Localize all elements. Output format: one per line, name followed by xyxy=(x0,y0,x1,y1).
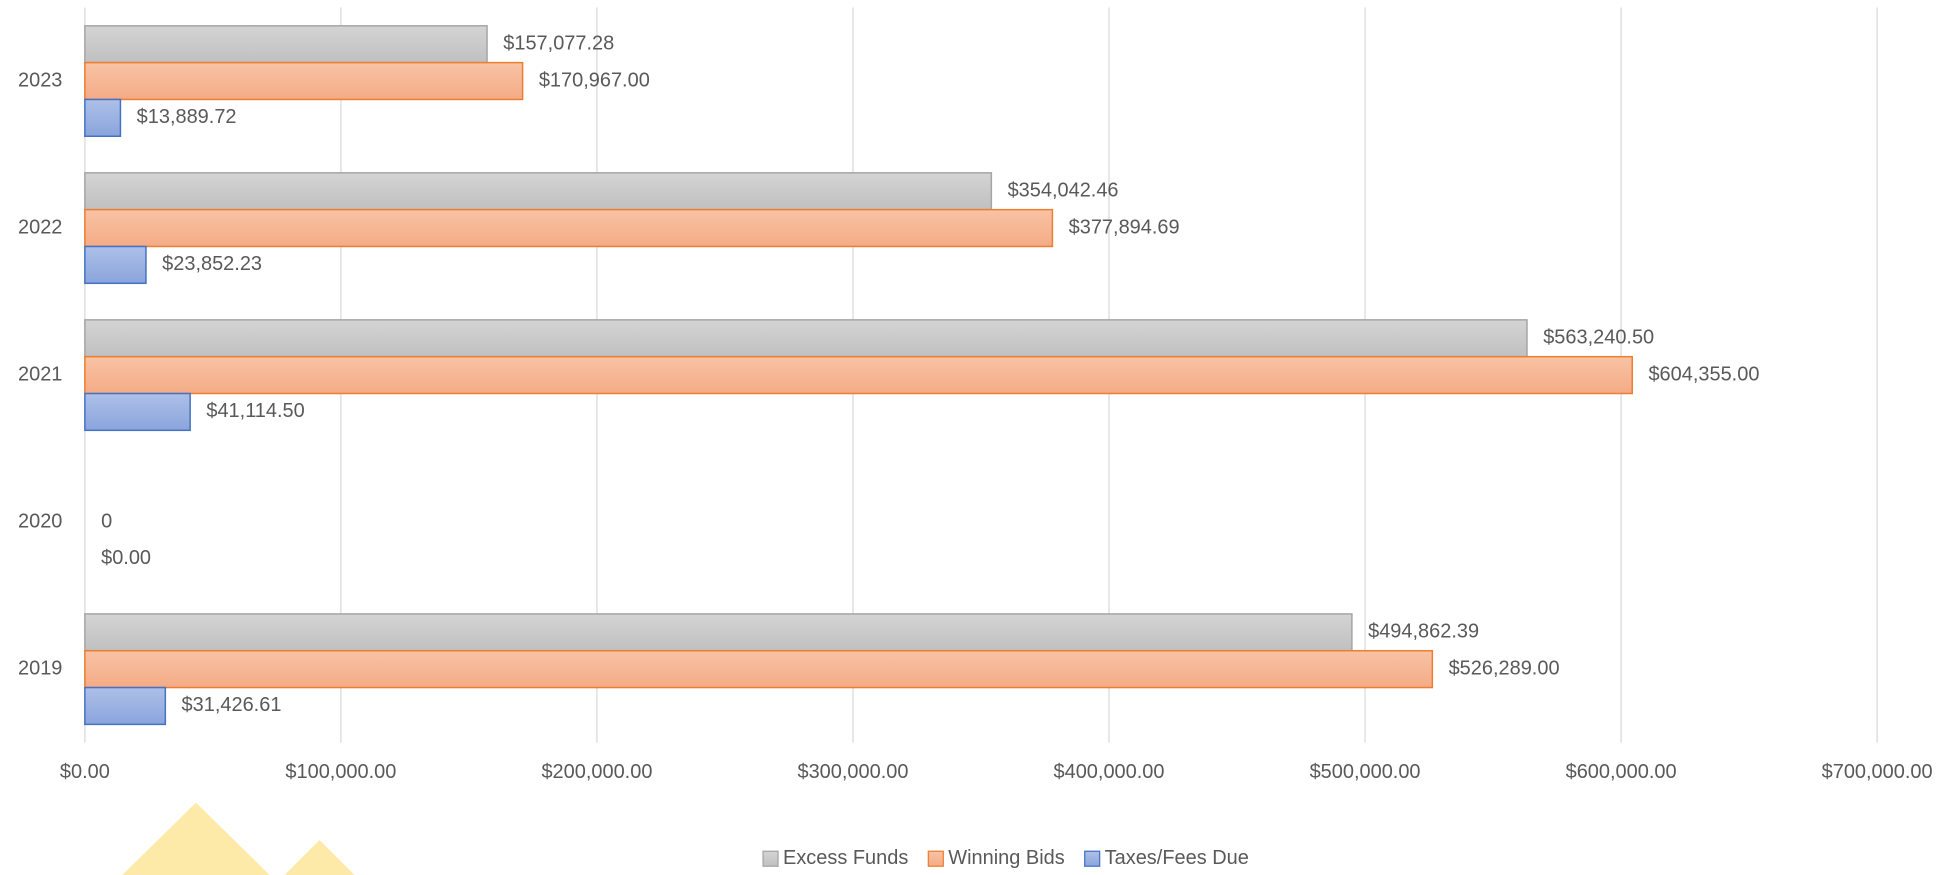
x-tick-label: $500,000.00 xyxy=(1310,761,1421,783)
data-label: $23,852.23 xyxy=(162,253,262,275)
data-label: $563,240.50 xyxy=(1543,327,1654,349)
x-tick-label: $100,000.00 xyxy=(285,761,396,783)
y-tick-label: 2020 xyxy=(18,510,62,532)
x-tick-label: $400,000.00 xyxy=(1054,761,1165,783)
y-tick-label: 2019 xyxy=(18,657,62,679)
decoration xyxy=(284,840,355,875)
bar xyxy=(84,245,147,285)
x-tick-label: $300,000.00 xyxy=(797,761,908,783)
x-tick-label: $600,000.00 xyxy=(1566,761,1677,783)
legend-swatch xyxy=(1084,850,1101,867)
y-tick-label: 2022 xyxy=(18,216,62,238)
data-label: $494,862.39 xyxy=(1368,621,1479,643)
legend-label: Winning Bids xyxy=(948,847,1064,869)
data-label: $604,355.00 xyxy=(1648,363,1759,385)
bar xyxy=(84,98,122,138)
data-label: $526,289.00 xyxy=(1449,657,1560,679)
x-tick-label: $0.00 xyxy=(60,761,110,783)
data-label: $41,114.50 xyxy=(206,400,304,422)
bar xyxy=(84,392,191,432)
bar xyxy=(84,686,167,726)
bar xyxy=(84,25,488,64)
data-label: $13,889.72 xyxy=(137,106,237,128)
bar xyxy=(84,319,1528,358)
data-label: $170,967.00 xyxy=(539,69,650,91)
bar xyxy=(84,649,1434,689)
y-tick-label: 2023 xyxy=(18,69,62,91)
y-tick-label: 2021 xyxy=(18,363,62,385)
data-label: $0.00 xyxy=(101,547,151,569)
x-tick-label: $200,000.00 xyxy=(541,761,652,783)
x-tick-label: $700,000.00 xyxy=(1822,761,1933,783)
data-label: $157,077.28 xyxy=(503,32,614,54)
data-label: $377,894.69 xyxy=(1069,216,1180,238)
legend-label: Excess Funds xyxy=(783,847,908,869)
bar xyxy=(84,172,993,211)
data-label: $354,042.46 xyxy=(1008,180,1119,202)
bar xyxy=(84,61,524,101)
legend-label: Taxes/Fees Due xyxy=(1105,847,1249,869)
bar xyxy=(84,355,1633,395)
data-label: $31,426.61 xyxy=(182,694,282,716)
decoration xyxy=(122,802,270,875)
data-label: 0 xyxy=(101,510,112,532)
bar xyxy=(84,613,1353,652)
legend-swatch xyxy=(927,850,944,867)
legend-swatch xyxy=(762,850,779,867)
bar xyxy=(84,208,1054,248)
